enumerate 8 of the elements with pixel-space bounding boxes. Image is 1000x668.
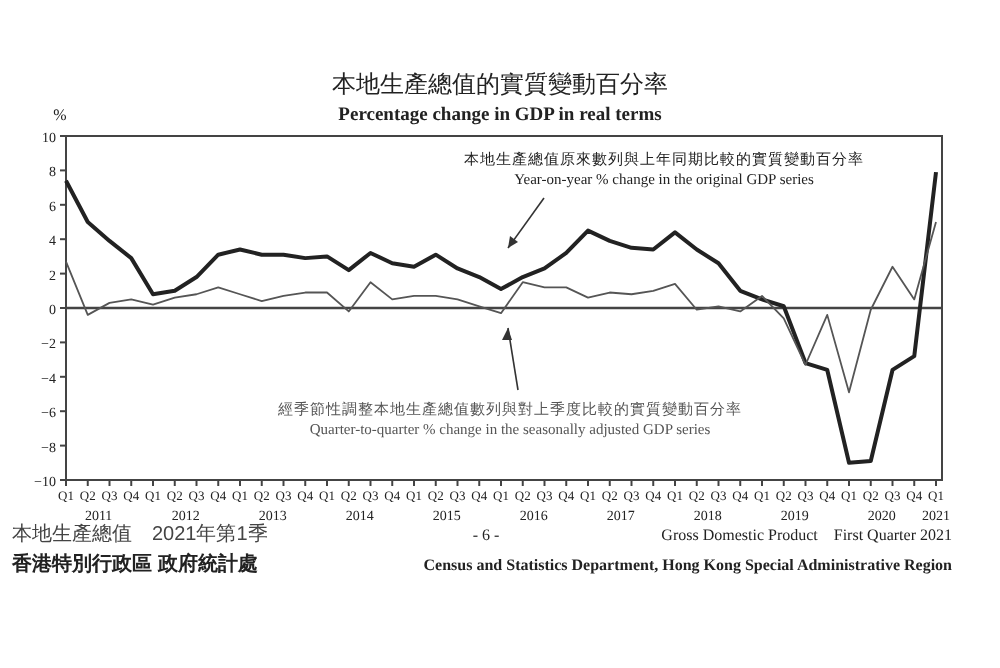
y-axis-title: % [53,106,68,124]
text: 本地生產總值 2021年第1季 [12,522,268,546]
text: Gross Domestic Product First Quarter 2021 [661,526,952,544]
text: 香港特別行政區 政府統計處 [10,552,258,576]
text: - 6 - [472,526,500,544]
text: Census and Statistics Department, Hong Kong Special Administrative Region [423,556,954,574]
chart-title: 本地生產總值的實質變動百分率 [332,70,668,98]
chart-subtitle: Percentage change in GDP in real terms [338,106,663,126]
